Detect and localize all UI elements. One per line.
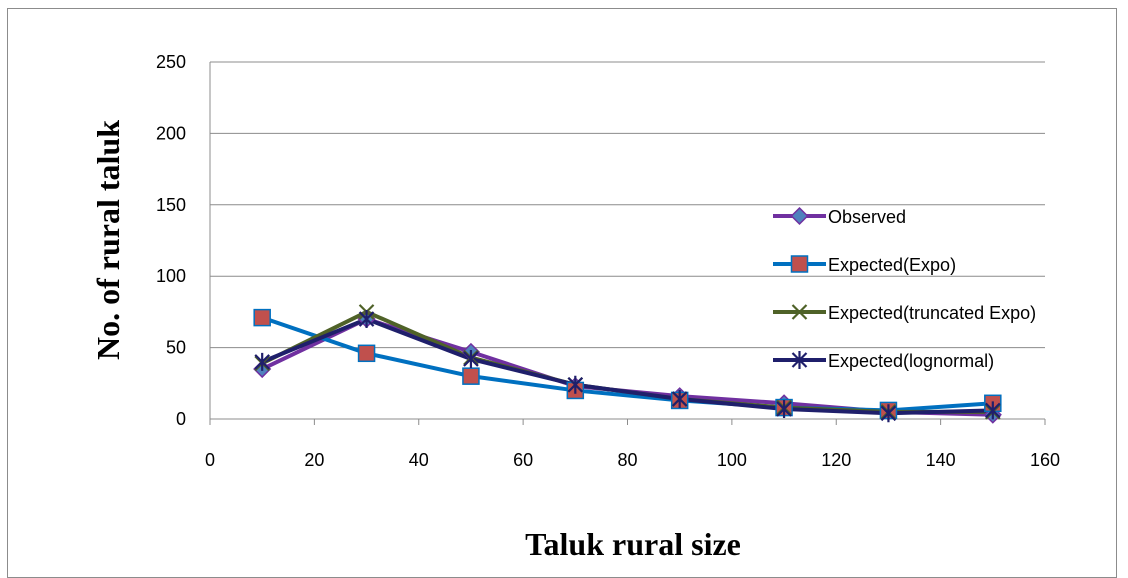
x-tick-label: 80 — [617, 450, 637, 470]
x-tick-label: 0 — [205, 450, 215, 470]
y-tick-label: 150 — [156, 195, 186, 215]
series-markers — [253, 304, 1002, 424]
y-axis-title: No. of rural taluk — [90, 120, 126, 360]
legend-label: Expected(Expo) — [828, 255, 956, 275]
data-point-marker — [462, 367, 480, 385]
y-tick-label: 0 — [176, 409, 186, 429]
x-tick-labels: 0 20 40 60 80 100 120 140 160 — [205, 450, 1060, 470]
data-point-marker — [985, 401, 1001, 420]
legend-label: Expected(truncated Expo) — [828, 303, 1036, 323]
data-point-marker — [880, 404, 897, 423]
chart-frame — [7, 8, 1117, 578]
data-point-marker — [357, 344, 376, 363]
data-point-marker — [790, 206, 809, 226]
data-point-marker — [254, 352, 270, 371]
y-tick-label: 200 — [156, 123, 186, 143]
y-tick-label: 250 — [156, 52, 186, 72]
y-tick-label: 50 — [166, 338, 186, 358]
legend-label: Expected(lognormal) — [828, 351, 994, 371]
line-chart: 0 50 100 150 200 250 0 20 40 60 80 100 120 140 160 Ob… — [90, 52, 1060, 562]
data-point-marker — [463, 350, 479, 369]
data-point-marker — [791, 304, 808, 320]
x-tick-label: 60 — [513, 450, 533, 470]
x-tick-label: 120 — [821, 450, 851, 470]
x-axis-title: Taluk rural size — [525, 526, 741, 562]
data-point-marker — [776, 400, 792, 419]
x-tick-label: 140 — [926, 450, 956, 470]
series-line — [261, 317, 993, 416]
x-tick-label: 20 — [304, 450, 324, 470]
legend: Observed Expected(Expo) Expected(truncated… — [773, 206, 1036, 371]
data-point-marker — [253, 308, 271, 327]
x-tick-label: 100 — [717, 450, 747, 470]
y-tick-labels: 0 50 100 150 200 250 — [156, 52, 186, 429]
data-point-marker — [790, 255, 809, 273]
legend-label: Observed — [828, 207, 906, 227]
data-point-marker — [791, 351, 808, 369]
x-tick-label: 160 — [1030, 450, 1060, 470]
y-tick-label: 100 — [156, 266, 186, 286]
x-tick-label: 40 — [409, 450, 429, 470]
data-point-marker — [567, 375, 584, 394]
data-point-marker — [671, 390, 688, 409]
series-lines — [261, 309, 993, 417]
data-point-marker — [358, 310, 375, 329]
